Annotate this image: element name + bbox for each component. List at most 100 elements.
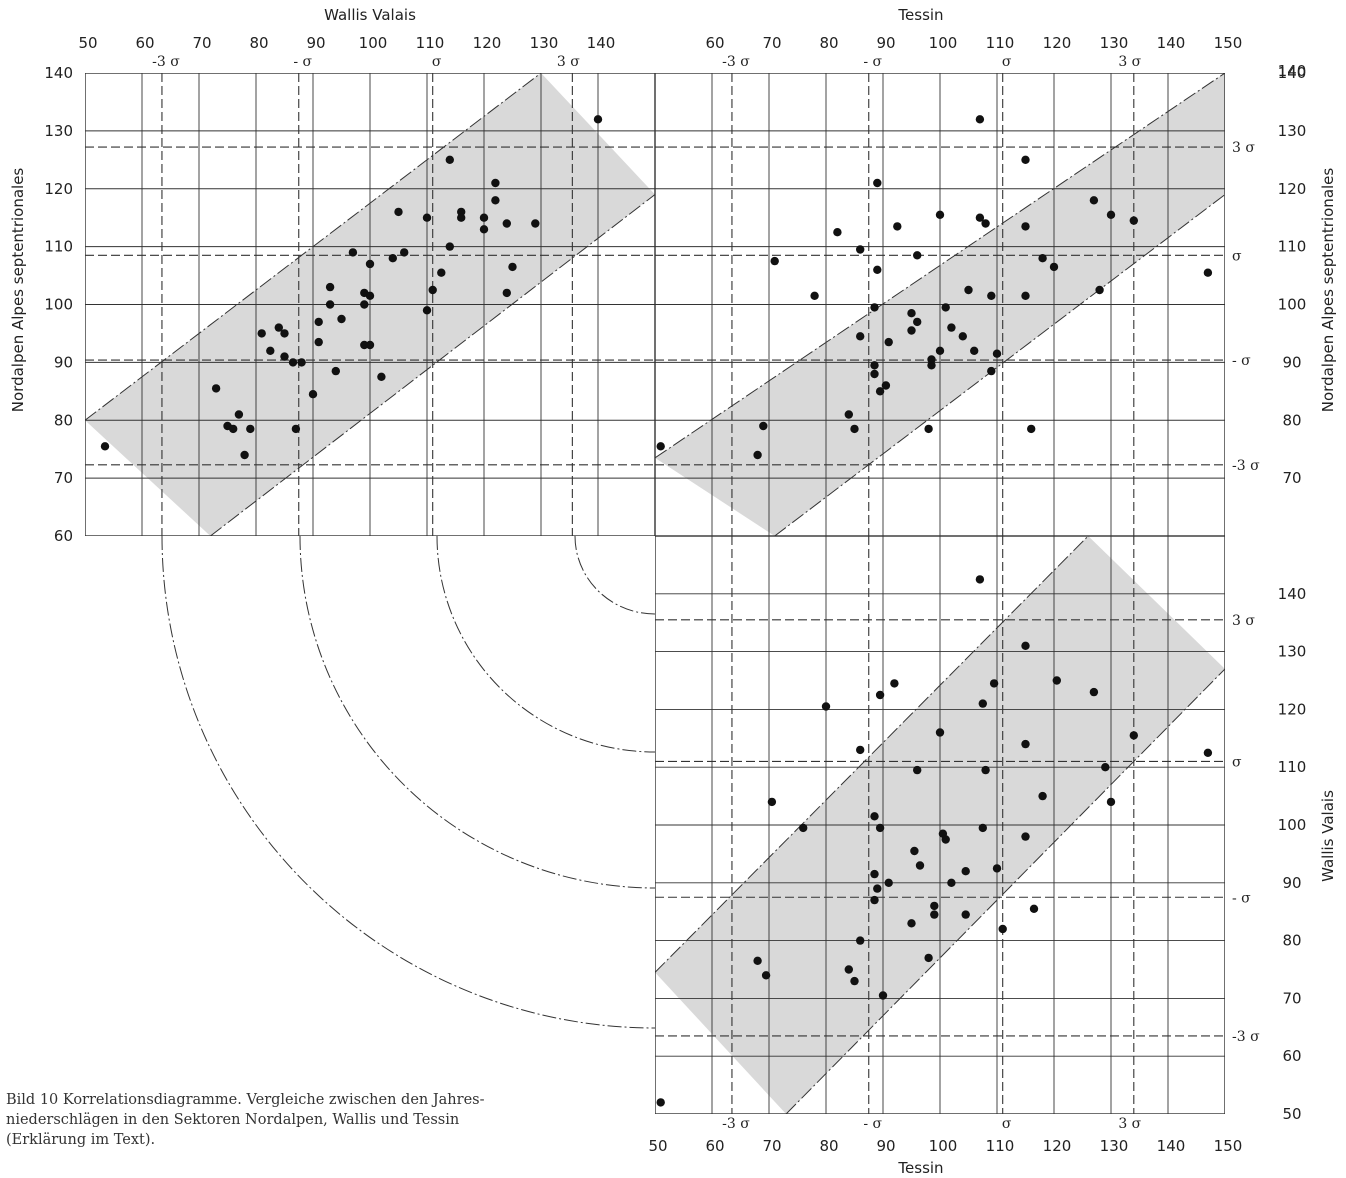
x-tick-label: 60 xyxy=(705,1137,724,1155)
data-point xyxy=(981,219,990,228)
data-point xyxy=(870,869,879,879)
data-point xyxy=(890,679,899,688)
axis-title-bottom: Tessin xyxy=(897,1159,943,1177)
sigma-label: -3 σ xyxy=(722,54,750,70)
data-point xyxy=(992,349,1002,358)
connector-arc xyxy=(161,535,656,1029)
data-point xyxy=(365,259,375,269)
caption-line-2: niederschlägen in den Sektoren Nordalpen… xyxy=(6,1112,460,1128)
data-point xyxy=(377,372,386,381)
data-point xyxy=(930,901,939,911)
x-tick-label: 70 xyxy=(192,34,211,52)
data-point xyxy=(927,355,936,364)
data-point xyxy=(844,965,853,974)
sigma-label: 3 σ xyxy=(1232,140,1255,156)
sigma-label: -3 σ xyxy=(152,54,180,70)
data-point xyxy=(884,878,893,887)
data-point xyxy=(1021,222,1030,231)
data-point xyxy=(753,450,762,460)
y-tick-label: 140 xyxy=(44,64,73,82)
data-point xyxy=(1095,285,1104,295)
x-tick-label: 130 xyxy=(1100,34,1129,52)
data-point xyxy=(833,228,842,237)
sigma-label: - σ xyxy=(1232,890,1251,906)
data-point xyxy=(457,213,466,222)
data-point xyxy=(907,919,916,928)
data-point xyxy=(913,765,922,775)
data-point xyxy=(314,337,323,347)
data-point xyxy=(875,823,885,833)
data-point xyxy=(799,823,808,833)
sigma-label: σ xyxy=(1002,54,1012,70)
y-tick-label: 50 xyxy=(1282,1105,1301,1123)
sigma-label: - σ xyxy=(863,1116,882,1132)
data-point xyxy=(240,450,249,460)
data-point xyxy=(870,895,879,905)
panel-tessin-vs-nordalpen xyxy=(655,73,1225,536)
data-point xyxy=(987,291,996,300)
sigma-label: -3 σ xyxy=(722,1116,750,1132)
axis-title-top-right: Tessin xyxy=(897,6,943,24)
data-point xyxy=(337,314,346,324)
data-point xyxy=(981,765,990,775)
data-point xyxy=(970,346,979,355)
data-point xyxy=(875,387,885,396)
y-tick-label: 60 xyxy=(1282,1047,1301,1065)
sigma-label: - σ xyxy=(863,54,882,70)
connector-arc xyxy=(436,535,656,753)
sigma-label: - σ xyxy=(293,54,312,70)
data-point xyxy=(1052,676,1062,685)
data-point xyxy=(457,207,466,217)
sigma-label: - σ xyxy=(1232,353,1251,369)
data-point xyxy=(924,424,933,434)
data-point xyxy=(958,332,967,341)
data-point xyxy=(935,346,945,355)
figure-caption: Bild 10 Korrelationsdiagramme. Vergleich… xyxy=(6,1090,554,1150)
sigma-label: 3 σ xyxy=(1118,54,1141,70)
data-point xyxy=(445,242,454,251)
data-point xyxy=(913,317,922,327)
data-point xyxy=(873,265,882,274)
axis-title-right-top: Nordalpen Alpes septentrionales xyxy=(1319,168,1337,413)
data-point xyxy=(870,361,879,370)
sigma-label: 3 σ xyxy=(1232,613,1255,629)
x-tick-label: 100 xyxy=(929,34,958,52)
data-point xyxy=(100,442,110,451)
data-point xyxy=(291,424,301,434)
sigma-label: 3 σ xyxy=(557,54,580,70)
data-point xyxy=(850,424,859,434)
y-tick-label: 100 xyxy=(44,296,73,314)
y-tick-label: 130 xyxy=(1278,122,1307,140)
data-point xyxy=(229,424,238,434)
y-tick-label: 110 xyxy=(44,238,73,256)
axis-title-left: Nordalpen Alpes septentrionales xyxy=(9,168,27,413)
y-tick-label: 80 xyxy=(1282,932,1301,950)
x-tick-label: 60 xyxy=(705,34,724,52)
x-tick-label: 150 xyxy=(1214,34,1243,52)
sigma-label: 3 σ xyxy=(1118,1116,1141,1132)
panel-wallis-vs-nordalpen xyxy=(85,73,655,536)
data-point xyxy=(753,956,762,965)
x-tick-label: 80 xyxy=(819,34,838,52)
sigma-label: -3 σ xyxy=(1232,1029,1260,1045)
data-point xyxy=(992,864,1002,873)
data-point xyxy=(1203,268,1213,277)
connector-arc xyxy=(574,535,656,615)
data-point xyxy=(1021,641,1030,650)
data-point xyxy=(1038,791,1047,801)
x-tick-label: 130 xyxy=(530,34,559,52)
data-point xyxy=(978,699,987,708)
data-point xyxy=(400,248,409,257)
data-point xyxy=(1101,763,1110,772)
data-point xyxy=(491,196,500,205)
sigma-label: σ xyxy=(1002,1116,1012,1132)
band-lower-line xyxy=(210,194,655,536)
data-point xyxy=(388,254,397,263)
data-point xyxy=(1106,797,1116,807)
x-tick-label: 90 xyxy=(876,1137,895,1155)
data-point xyxy=(924,953,933,963)
y-tick-label: 90 xyxy=(1282,353,1301,371)
data-point xyxy=(502,288,511,298)
data-point xyxy=(445,155,454,164)
y-tick-label: 70 xyxy=(1282,469,1301,487)
